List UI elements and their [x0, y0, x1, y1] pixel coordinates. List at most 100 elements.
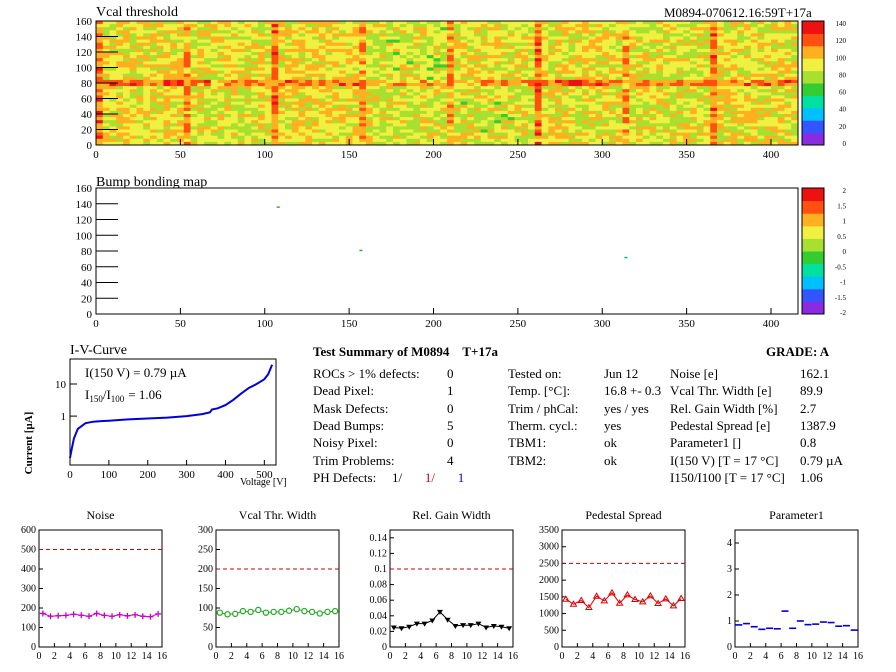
heat-cell: [298, 45, 306, 50]
x-tick-label: 0: [67, 469, 73, 481]
heat-cell: [345, 107, 353, 112]
heat-cell: [150, 52, 158, 56]
heat-cell: [480, 89, 488, 93]
heat-cell: [251, 67, 259, 71]
heat-cell: [366, 95, 374, 99]
heat-cell: [521, 79, 529, 84]
heat-cell: [561, 89, 569, 93]
heat-cell: [548, 132, 556, 137]
heat-cell: [609, 79, 617, 84]
heat-cell: [710, 138, 718, 143]
heat-cell: [413, 104, 421, 109]
heat-cell: [696, 138, 704, 143]
heat-cell: [352, 52, 360, 56]
heat-cell: [521, 48, 529, 53]
heat-cell: [305, 141, 313, 146]
heat-cell: [494, 126, 502, 130]
heat-cell: [150, 120, 158, 124]
y-tick-label: 120: [76, 215, 93, 227]
heat-cell: [285, 33, 293, 37]
heat-cell: [447, 104, 455, 109]
heat-cell: [528, 132, 536, 137]
heat-cell: [177, 39, 185, 44]
heat-cell: [264, 73, 272, 78]
heat-cell: [96, 58, 104, 62]
heat-cell: [764, 141, 772, 146]
heat-cell: [453, 52, 461, 56]
heat-cell: [541, 110, 549, 115]
heat-cell: [744, 36, 752, 40]
heat-cell: [737, 89, 745, 93]
heat-cell: [784, 73, 792, 78]
heat-cell: [642, 42, 650, 47]
heat-cell: [683, 92, 691, 96]
heat-cell: [163, 42, 171, 47]
scale-swatch: [802, 107, 824, 121]
heat-cell: [629, 89, 637, 93]
heat-cell: [744, 107, 752, 112]
heat-cell: [669, 79, 677, 84]
heat-cell: [109, 126, 117, 130]
heat-cell: [642, 58, 650, 62]
map2-color-scale: 21.510.50-0.5-1-1.5-2: [801, 187, 847, 317]
heat-cell: [204, 27, 212, 31]
heat-cell: [744, 110, 752, 115]
heat-cell: [791, 33, 799, 37]
heat-cell: [136, 114, 144, 118]
iv-annotation-current: I(150 V) = 0.79 µA: [85, 365, 187, 380]
heat-cell: [555, 27, 563, 31]
x-tick-label: 6: [606, 651, 611, 662]
heat-cell: [318, 83, 326, 87]
data-point: [255, 606, 262, 614]
heat-cell: [494, 117, 502, 121]
heat-cell: [440, 79, 448, 84]
heat-cell: [575, 101, 583, 106]
heat-cell: [534, 33, 542, 37]
heat-cell: [379, 48, 387, 53]
heat-cell: [602, 98, 610, 102]
heat-cell: [298, 92, 306, 96]
heat-cell: [123, 42, 131, 47]
heat-cell: [750, 92, 758, 96]
heat-cell: [642, 95, 650, 99]
heat-cell: [474, 73, 482, 78]
heat-cell: [285, 126, 293, 130]
heat-cell: [595, 55, 603, 59]
heat-cell: [204, 129, 212, 133]
heat-cell: [244, 79, 252, 84]
heat-cell: [528, 107, 536, 112]
heat-cell: [690, 86, 698, 90]
heat-cell: [298, 120, 306, 124]
heat-cell: [352, 104, 360, 109]
heat-cell: [433, 21, 441, 25]
heat-cell: [710, 123, 718, 127]
heat-cell: [366, 58, 374, 62]
heat-cell: [453, 39, 461, 44]
heat-cell: [730, 55, 738, 59]
heat-cell: [764, 24, 772, 28]
heat-cell: [541, 30, 549, 34]
heat-cell: [258, 55, 266, 59]
heat-cell: [690, 117, 698, 121]
heat-cell: [332, 104, 340, 109]
heat-cell: [271, 27, 279, 31]
heat-cell: [791, 120, 799, 124]
heat-cell: [501, 36, 509, 40]
heat-cell: [507, 129, 515, 133]
heat-cell: [271, 39, 279, 44]
heat-cell: [501, 48, 509, 53]
heat-cell: [393, 141, 401, 146]
heat-cell: [609, 42, 617, 47]
heat-cell: [528, 36, 536, 40]
ph-defects-values: 1/ 1/ 1: [392, 470, 464, 486]
heat-cell: [636, 138, 644, 143]
heat-cell: [561, 110, 569, 115]
heat-cell: [663, 141, 671, 146]
heat-cell: [568, 55, 576, 59]
heat-cell: [791, 36, 799, 40]
heat-cell: [305, 92, 313, 96]
heat-cell: [656, 107, 664, 112]
heat-cell: [393, 64, 401, 68]
y-tick-label: 40: [81, 278, 93, 290]
